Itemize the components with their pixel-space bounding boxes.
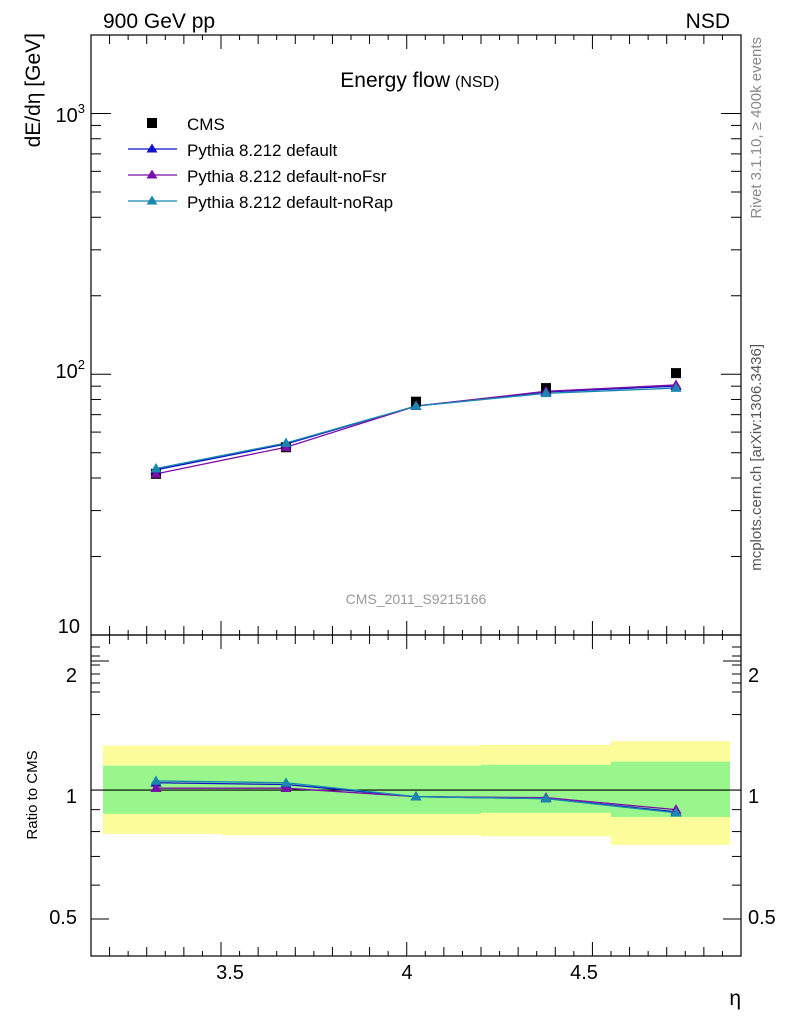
main-ytick-label: 10 [58,616,80,638]
ref-label: mcplots.cern.ch [arXiv:1306.3436] [748,344,765,571]
header-left: 900 GeV pp [103,10,215,33]
ratio-ytick-label-right: 1 [748,786,759,808]
main-ylabel: dE/dη [GeV] [22,33,45,147]
ratio-point [280,782,292,793]
ratio-ytick-label: 1 [66,786,77,808]
main-ytick-label: 103 [56,101,85,127]
xtick-label: 4 [401,962,412,984]
ratio-point [670,807,682,817]
chart-title: Energy flow [340,69,451,92]
ratio-point [150,782,162,793]
xtick-label: 4.5 [570,962,598,984]
xtick-label: 3.5 [216,962,244,984]
ratio-point [540,793,552,803]
uncertainty-band-inner [481,764,611,813]
analysis-watermark: CMS_2011_S9215166 [346,591,487,607]
legend-entry-nofsr: Pythia 8.212 default-noFsr [128,167,387,186]
ratio-point [410,791,422,801]
mc-point [150,463,162,473]
legend-label: Pythia 8.212 default [187,141,338,160]
ratio-ytick-label-right: 0.5 [748,907,776,929]
mc-point [150,468,162,478]
ratio-frame [90,634,742,957]
ratio-point [150,775,162,785]
mc-point [280,437,292,447]
ratio-panel: 2 1 0.5 2 1 0.5 Ratio to CMS 3.5 4 4.5 η [24,634,776,1010]
data-point [671,368,681,379]
legend-label: Pythia 8.212 default-noRap [187,193,393,212]
legend-label: CMS [187,115,225,134]
legend-marker-nofsr [146,169,158,179]
mc-point [540,387,552,398]
ratio-ytick-label: 0.5 [49,907,77,929]
legend-entry-norap: Pythia 8.212 default-noRap [128,193,393,212]
legend-marker-norap [146,195,158,205]
main-panel: 103 102 10 dE/dη [GeV] Energy flow (NSD)… [22,33,742,638]
chart-title-suffix: (NSD) [455,74,499,91]
legend: CMS Pythia 8.212 default Pythia 8.212 de… [128,115,393,212]
main-ytick-label: 102 [56,357,85,383]
ratio-ylabel: Ratio to CMS [24,750,41,839]
x-axis-label: η [729,987,741,1010]
ratio-point [280,777,292,787]
ratio-ytick-label: 2 [66,665,77,687]
ratio-ytick-label-right: 2 [748,665,759,687]
header-right: NSD [686,10,730,33]
legend-label: Pythia 8.212 default-noFsr [187,167,387,186]
mc-point [410,400,422,410]
legend-marker-default [146,143,158,153]
legend-marker-cms [147,118,157,128]
legend-entry-cms: CMS [147,115,225,134]
legend-entry-default: Pythia 8.212 default [128,141,338,160]
rivet-label: Rivet 3.1.10, ≥ 400k events [748,37,765,219]
mc-point [670,382,682,392]
